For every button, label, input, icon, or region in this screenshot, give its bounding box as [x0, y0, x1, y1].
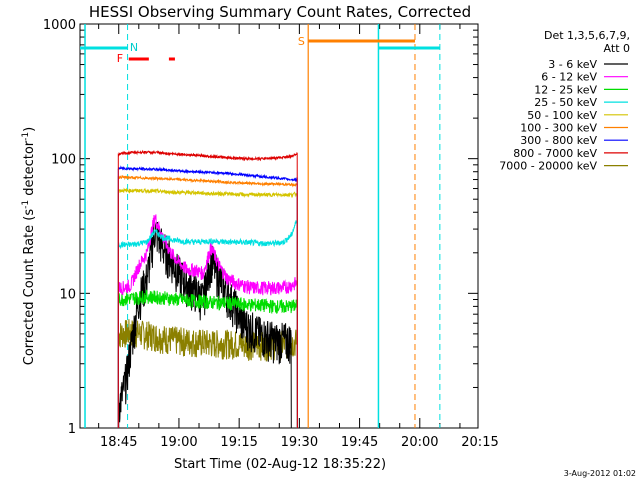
y-tick-label: 1 [68, 422, 76, 437]
plot-content [80, 24, 441, 428]
footer-timestamp: 3-Aug-2012 01:02 [564, 469, 636, 478]
plot-area: 1 10 100 1000 18:45 19:00 19:15 19:30 19:45 20:00… [43, 18, 499, 450]
y-axis-label-sup2: -1 [21, 132, 31, 141]
x-tick-label: 19:00 [160, 435, 197, 450]
legend-header-detectors: Det 1,3,5,6,7,9, [544, 29, 630, 42]
legend-label: 300 - 800 keV [520, 134, 597, 147]
series-line-3-6-kev [117, 221, 292, 428]
series-line-6-12-kev [117, 214, 298, 428]
legend-label: 6 - 12 keV [541, 71, 597, 84]
x-axis-ticks: 18:45 19:00 19:15 19:30 19:45 20:00 20:15 [98, 24, 499, 450]
flag-n: N [130, 41, 138, 54]
x-tick-label: 19:30 [281, 435, 318, 450]
y-axis-label-sup1: -1 [21, 200, 31, 209]
legend-label: 12 - 25 keV [534, 83, 597, 96]
legend-label: 100 - 300 keV [520, 122, 597, 135]
y-axis-label: Corrected Count Rate (s-1 detector-1) [21, 127, 37, 365]
series-line-100-300-kev [117, 174, 298, 428]
legend-label: 25 - 50 keV [534, 96, 597, 109]
series-line-12-25-kev [117, 289, 298, 428]
y-axis-label-part2: detector [22, 140, 37, 200]
y-axis-ticks: 1 10 100 1000 [43, 18, 478, 437]
legend-label: 50 - 100 keV [527, 109, 597, 122]
x-tick-label: 18:45 [100, 435, 137, 450]
y-tick-label: 100 [51, 153, 76, 168]
legend-header-attenuator: Att 0 [604, 42, 630, 55]
y-tick-label: 1000 [43, 18, 76, 33]
legend-label: 7000 - 20000 keV [499, 160, 597, 173]
y-tick-label: 10 [59, 287, 76, 302]
flag-f: F [117, 52, 123, 65]
legend-label: 3 - 6 keV [548, 58, 597, 71]
y-axis-label-part1: Corrected Count Rate (s [22, 209, 37, 366]
chart-title: HESSI Observing Summary Count Rates, Cor… [89, 3, 471, 21]
series-line-25-50-kev [117, 220, 298, 428]
series-lines [117, 149, 298, 428]
series-line-50-100-kev [117, 187, 298, 428]
plot-frame [79, 23, 479, 429]
legend-label: 800 - 7000 keV [513, 147, 597, 160]
flag-s: S [298, 35, 305, 48]
x-tick-label: 19:15 [220, 435, 257, 450]
x-tick-label: 20:15 [461, 435, 498, 450]
series-line-300-800-kev [117, 165, 298, 428]
x-axis-label: Start Time (02-Aug-12 18:35:22) [174, 457, 386, 472]
x-tick-label: 19:45 [341, 435, 378, 450]
y-axis-label-part3: ) [22, 127, 37, 132]
x-tick-label: 20:00 [401, 435, 438, 450]
series-line-800-7000-kev [117, 149, 298, 428]
